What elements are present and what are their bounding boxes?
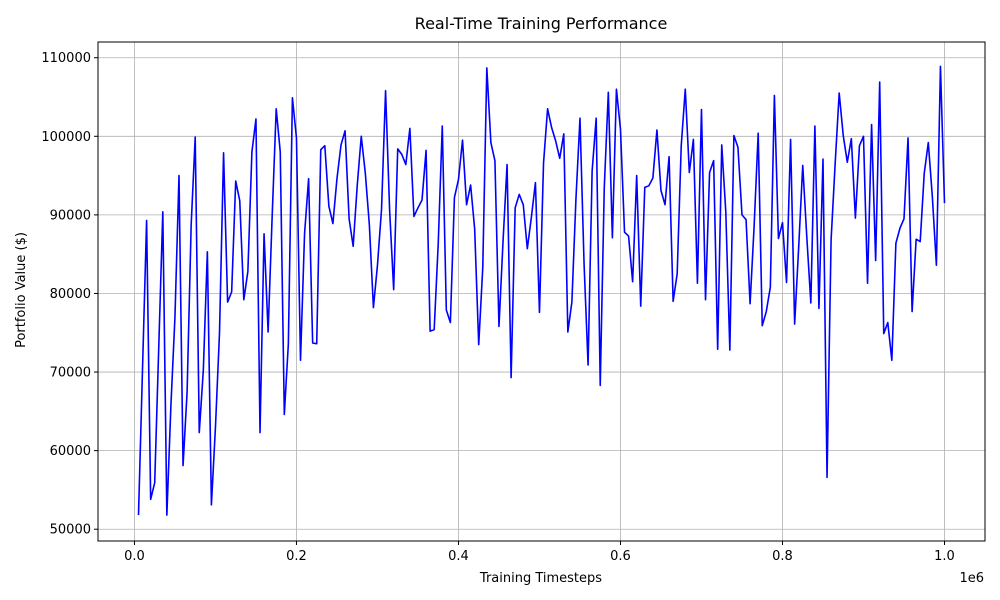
- y-tick-label: 70000: [50, 366, 91, 381]
- x-tick-label: 0.0: [124, 549, 145, 564]
- y-tick-label: 90000: [50, 208, 91, 223]
- x-tick-label: 0.6: [610, 549, 631, 564]
- y-tick-label: 80000: [50, 287, 91, 302]
- x-tick-label: 1.0: [934, 549, 955, 564]
- y-tick-label: 100000: [41, 130, 91, 145]
- x-tick-label: 0.2: [286, 549, 307, 564]
- y-axis-ticks: 50000 60000 70000 80000 90000 100000 110000: [41, 51, 98, 538]
- x-axis-ticks: 0.0 0.2 0.4 0.6 0.8 1.0: [124, 541, 955, 564]
- y-tick-label: 50000: [50, 523, 91, 538]
- series-line-group: [137, 65, 946, 516]
- x-tick-label: 0.8: [772, 549, 793, 564]
- y-axis-label: Portfolio Value ($): [14, 232, 29, 348]
- y-tick-label: 60000: [50, 444, 91, 459]
- x-axis-label: Training Timesteps: [479, 571, 602, 586]
- plot-frame: [97, 41, 986, 542]
- series-line: [137, 65, 946, 516]
- x-tick-label: 0.4: [448, 549, 469, 564]
- y-tick-label: 110000: [41, 51, 91, 66]
- x-axis-offset-label: 1e6: [959, 571, 984, 586]
- chart-title: Real-Time Training Performance: [415, 14, 668, 33]
